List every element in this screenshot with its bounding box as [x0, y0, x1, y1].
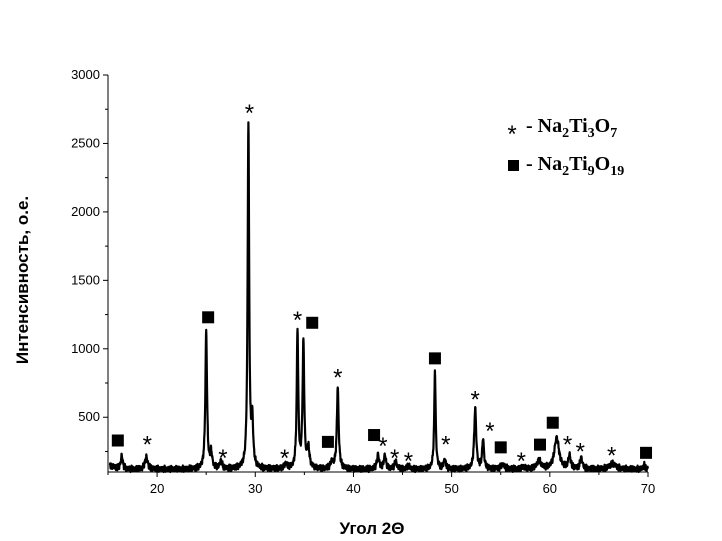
legend-label: - Na2Ti9O19	[526, 153, 624, 179]
phase-marker-star: *	[218, 445, 227, 472]
y-tick-label: 1000	[71, 341, 100, 356]
legend-symbol-star: *	[507, 121, 516, 148]
phase-marker-star: *	[245, 100, 254, 127]
x-tick-label: 60	[543, 481, 557, 496]
phase-marker-square	[368, 429, 381, 442]
x-tick-label: 40	[346, 481, 360, 496]
legend-text-part: O	[595, 115, 611, 137]
phase-marker-square	[494, 441, 507, 454]
phase-marker-star: *	[293, 307, 302, 334]
phase-marker-square	[534, 438, 546, 451]
phase-marker-square	[111, 434, 124, 447]
legend-subscript: 2	[562, 164, 569, 179]
y-tick-label: 3000	[71, 67, 100, 82]
axes	[107, 75, 648, 473]
ticks: 500 1000 1500 2000 2500 3000 20 30 40 50 60 70	[71, 67, 655, 496]
phase-marker-star: *	[517, 448, 526, 475]
x-tick-label: 70	[641, 481, 655, 496]
peak-markers: ******* * ****** * *	[111, 100, 653, 475]
phase-marker-star: *	[576, 438, 585, 465]
legend-text-part: - Na	[526, 153, 562, 175]
legend: * - Na2Ti3O7- Na2Ti9O19	[507, 115, 624, 179]
diffraction-pattern-line	[108, 121, 649, 474]
legend-label: - Na2Ti3O7	[526, 115, 617, 141]
phase-marker-star: *	[607, 442, 616, 469]
phase-marker-star: *	[485, 418, 494, 445]
phase-marker-square	[202, 311, 215, 324]
y-tick-label: 2000	[71, 204, 100, 219]
phase-marker-star: *	[143, 432, 152, 459]
phase-marker-star: *	[471, 386, 480, 413]
legend-subscript: 7	[610, 126, 617, 141]
legend-symbol-square	[508, 160, 519, 171]
legend-text-part: O	[595, 153, 611, 175]
phase-marker-star: *	[390, 445, 399, 472]
phase-marker-square	[640, 446, 653, 459]
phase-marker-star: *	[563, 432, 572, 459]
legend-subscript: 9	[588, 164, 595, 179]
legend-text-part: Ti	[569, 153, 588, 175]
phase-marker-square	[306, 316, 319, 329]
legend-subscript: 3	[588, 126, 595, 141]
phase-marker-star: *	[378, 433, 387, 460]
plot-area	[108, 121, 649, 474]
phase-marker-star: *	[333, 364, 342, 391]
x-tick-label: 30	[248, 481, 262, 496]
phase-marker-star: *	[404, 448, 413, 475]
legend-text-part: - Na	[526, 115, 562, 137]
x-axis-label: Угол 2Θ	[340, 519, 405, 538]
y-tick-label: 500	[78, 409, 100, 424]
y-tick-label: 2500	[71, 135, 100, 150]
y-axis-label: Интенсивность, о.е.	[13, 196, 32, 364]
x-tick-label: 20	[150, 481, 164, 496]
phase-marker-square	[546, 416, 559, 429]
phase-marker-star: *	[280, 445, 289, 472]
legend-subscript: 19	[610, 164, 624, 179]
x-tick-label: 50	[444, 481, 458, 496]
phase-marker-square	[428, 352, 441, 365]
legend-text-part: Ti	[569, 115, 588, 137]
phase-marker-star: *	[441, 432, 450, 459]
phase-marker-square	[321, 435, 334, 448]
y-tick-label: 1500	[71, 272, 100, 287]
legend-subscript: 2	[562, 126, 569, 141]
